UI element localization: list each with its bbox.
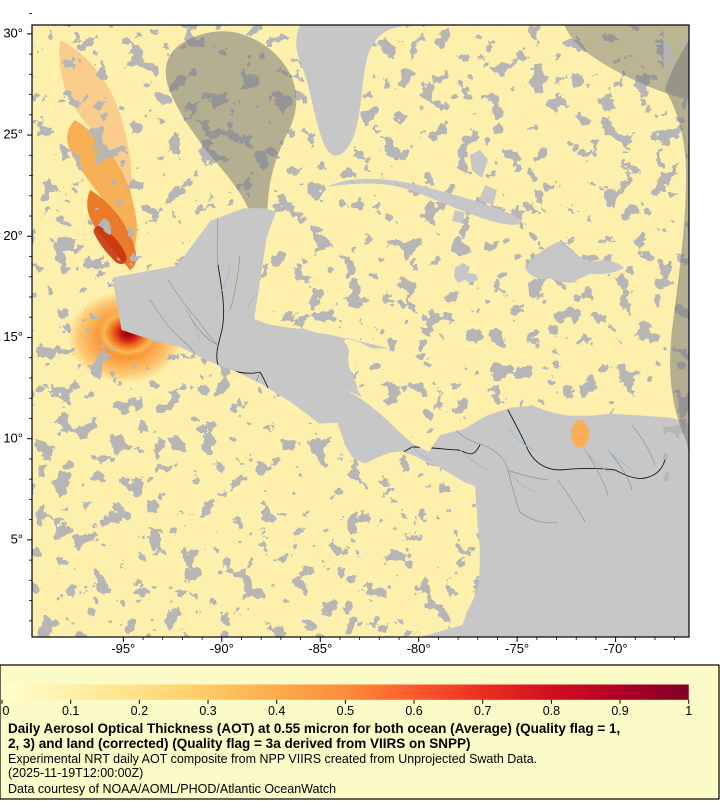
svg-text:-75°: -75° — [505, 641, 529, 656]
svg-text:25°: 25° — [3, 127, 23, 142]
svg-text:-90°: -90° — [210, 641, 234, 656]
svg-text:-85°: -85° — [308, 641, 332, 656]
svg-text:-70°: -70° — [604, 641, 628, 656]
svg-text:20°: 20° — [3, 228, 23, 243]
svg-text:0.5: 0.5 — [337, 704, 354, 718]
svg-text:-80°: -80° — [407, 641, 431, 656]
svg-text:0.8: 0.8 — [543, 704, 560, 718]
svg-text:30°: 30° — [3, 26, 23, 41]
svg-text:Data courtesy of NOAA/AOML/PHO: Data courtesy of NOAA/AOML/PHOD/Atlantic… — [8, 782, 336, 796]
svg-text:5°: 5° — [11, 532, 23, 547]
svg-text:0.3: 0.3 — [199, 704, 216, 718]
svg-text:15°: 15° — [3, 329, 23, 344]
svg-text:0.2: 0.2 — [131, 704, 148, 718]
svg-text:Daily Aerosol Optical Thicknes: Daily Aerosol Optical Thickness (AOT) at… — [8, 721, 620, 736]
svg-text:-95°: -95° — [111, 641, 135, 656]
svg-text:1: 1 — [685, 704, 692, 718]
svg-text:0.9: 0.9 — [611, 704, 628, 718]
svg-text:0.6: 0.6 — [405, 704, 422, 718]
svg-text:Experimental NRT daily AOT com: Experimental NRT daily AOT composite fro… — [8, 752, 537, 766]
svg-text:0: 0 — [3, 704, 10, 718]
svg-text:2, 3) and land (corrected) (Qu: 2, 3) and land (corrected) (Quality flag… — [8, 736, 470, 751]
svg-text:0.7: 0.7 — [474, 704, 491, 718]
svg-text:0.1: 0.1 — [62, 704, 79, 718]
svg-text:(2025-11-19T12:00:00Z): (2025-11-19T12:00:00Z) — [8, 766, 143, 780]
svg-text:0.4: 0.4 — [268, 704, 285, 718]
svg-text:10°: 10° — [3, 430, 23, 445]
